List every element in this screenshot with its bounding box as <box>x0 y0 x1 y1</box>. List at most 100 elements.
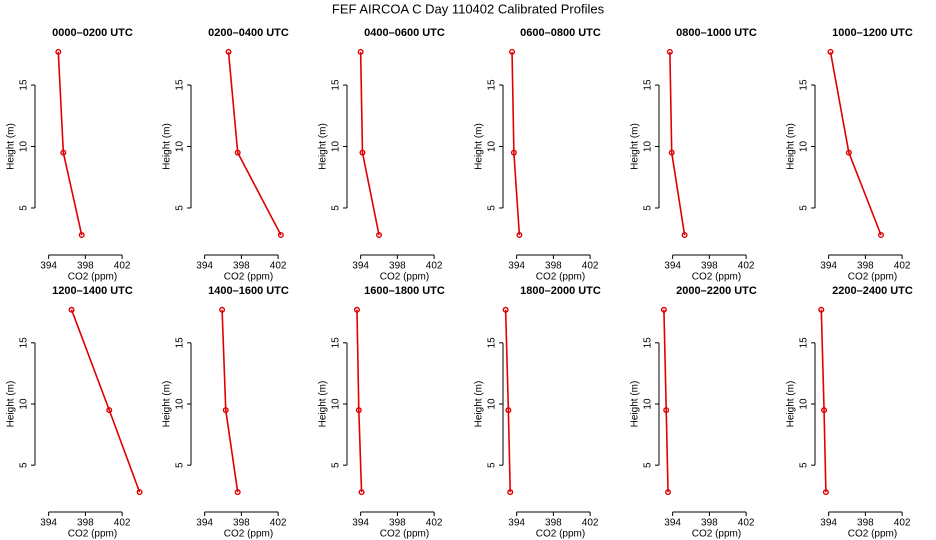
x-tick-label: 394 <box>664 261 681 272</box>
y-axis-label: Height (m) <box>786 381 797 428</box>
x-axis-label: CO2 (ppm) <box>536 529 585 540</box>
profile-point <box>665 489 672 496</box>
profile-point <box>234 489 241 496</box>
profile-point <box>376 232 383 239</box>
panel-title: 1600–1800 UTC <box>364 285 445 297</box>
profile-line <box>669 51 686 236</box>
y-axis-label: Height (m) <box>630 381 641 428</box>
profile-point <box>663 407 670 414</box>
y-axis-label: Height (m) <box>318 381 329 428</box>
y-axis-label: Height (m) <box>6 381 17 428</box>
profile-point <box>877 232 884 239</box>
panel-title: 1000–1200 UTC <box>832 27 913 39</box>
profile-line <box>820 309 827 493</box>
x-tick-label: 402 <box>894 261 911 272</box>
profile-point <box>277 232 284 239</box>
x-tick-label: 402 <box>270 518 287 529</box>
x-tick-label: 394 <box>820 261 837 272</box>
y-tick-label: 15 <box>175 337 186 349</box>
x-tick-label: 398 <box>545 261 562 272</box>
y-tick-label: 10 <box>175 398 186 410</box>
y-tick-label: 10 <box>799 398 810 410</box>
panel-title: 2200–2400 UTC <box>832 285 913 297</box>
x-tick-label: 394 <box>40 261 57 272</box>
y-axis-label: Height (m) <box>318 123 329 170</box>
profile-point <box>353 306 360 313</box>
y-tick-label: 5 <box>487 205 498 211</box>
x-tick-label: 398 <box>701 518 718 529</box>
profile-line <box>57 51 83 236</box>
x-tick-label: 402 <box>426 518 443 529</box>
profile-point <box>234 149 241 156</box>
profile-point <box>660 306 667 313</box>
profile-point <box>510 149 517 156</box>
profile-point <box>219 306 226 313</box>
y-tick-label: 15 <box>487 337 498 349</box>
y-tick-label: 5 <box>175 205 186 211</box>
profile-point <box>509 48 516 55</box>
panel-title: 0600–0800 UTC <box>520 27 601 39</box>
y-axis-label: Height (m) <box>474 123 485 170</box>
y-tick-label: 5 <box>19 462 30 468</box>
profile-point <box>502 306 509 313</box>
y-tick-label: 15 <box>175 79 186 91</box>
y-tick-label: 15 <box>19 337 30 349</box>
y-tick-label: 5 <box>643 205 654 211</box>
x-tick-label: 394 <box>664 518 681 529</box>
profile-point <box>60 149 67 156</box>
y-tick-label: 10 <box>175 141 186 153</box>
x-tick-label: 394 <box>508 261 525 272</box>
panel-title: 1200–1400 UTC <box>52 285 133 297</box>
x-axis-label: CO2 (ppm) <box>692 529 741 540</box>
profile-line <box>504 309 512 493</box>
profile-line <box>829 51 882 236</box>
y-tick-label: 5 <box>643 462 654 468</box>
x-tick-label: 394 <box>508 518 525 529</box>
y-tick-label: 10 <box>643 141 654 153</box>
x-tick-label: 398 <box>233 261 250 272</box>
profile-point <box>355 407 362 414</box>
x-tick-label: 398 <box>701 261 718 272</box>
profile-point <box>507 489 514 496</box>
profile-point <box>78 232 85 239</box>
x-tick-label: 398 <box>389 261 406 272</box>
x-tick-label: 394 <box>352 518 369 529</box>
profile-line <box>356 309 363 493</box>
profile-point <box>818 306 825 313</box>
profile-point <box>136 489 143 496</box>
panel-title: 0000–0200 UTC <box>52 27 133 39</box>
y-tick-label: 5 <box>799 205 810 211</box>
profile-point <box>225 48 232 55</box>
profile-point <box>359 149 366 156</box>
profile-point <box>822 489 829 496</box>
x-tick-label: 402 <box>738 518 755 529</box>
x-axis-label: CO2 (ppm) <box>848 272 897 283</box>
y-tick-label: 10 <box>799 141 810 153</box>
x-tick-label: 394 <box>352 261 369 272</box>
x-axis-label: CO2 (ppm) <box>224 529 273 540</box>
y-tick-label: 10 <box>487 398 498 410</box>
figure-title: FEF AIRCOA C Day 110402 Calibrated Profi… <box>332 1 605 16</box>
profile-point <box>222 407 229 414</box>
x-tick-label: 394 <box>196 261 213 272</box>
y-tick-label: 5 <box>487 462 498 468</box>
y-tick-label: 10 <box>19 398 30 410</box>
y-tick-label: 15 <box>331 337 342 349</box>
x-tick-label: 394 <box>196 518 213 529</box>
y-tick-label: 15 <box>487 79 498 91</box>
x-axis-label: CO2 (ppm) <box>536 272 585 283</box>
y-tick-label: 5 <box>331 462 342 468</box>
x-tick-label: 402 <box>738 261 755 272</box>
y-axis-label: Height (m) <box>630 123 641 170</box>
panel-title: 0800–1000 UTC <box>676 27 757 39</box>
profile-line <box>221 309 239 493</box>
profile-point <box>821 407 828 414</box>
